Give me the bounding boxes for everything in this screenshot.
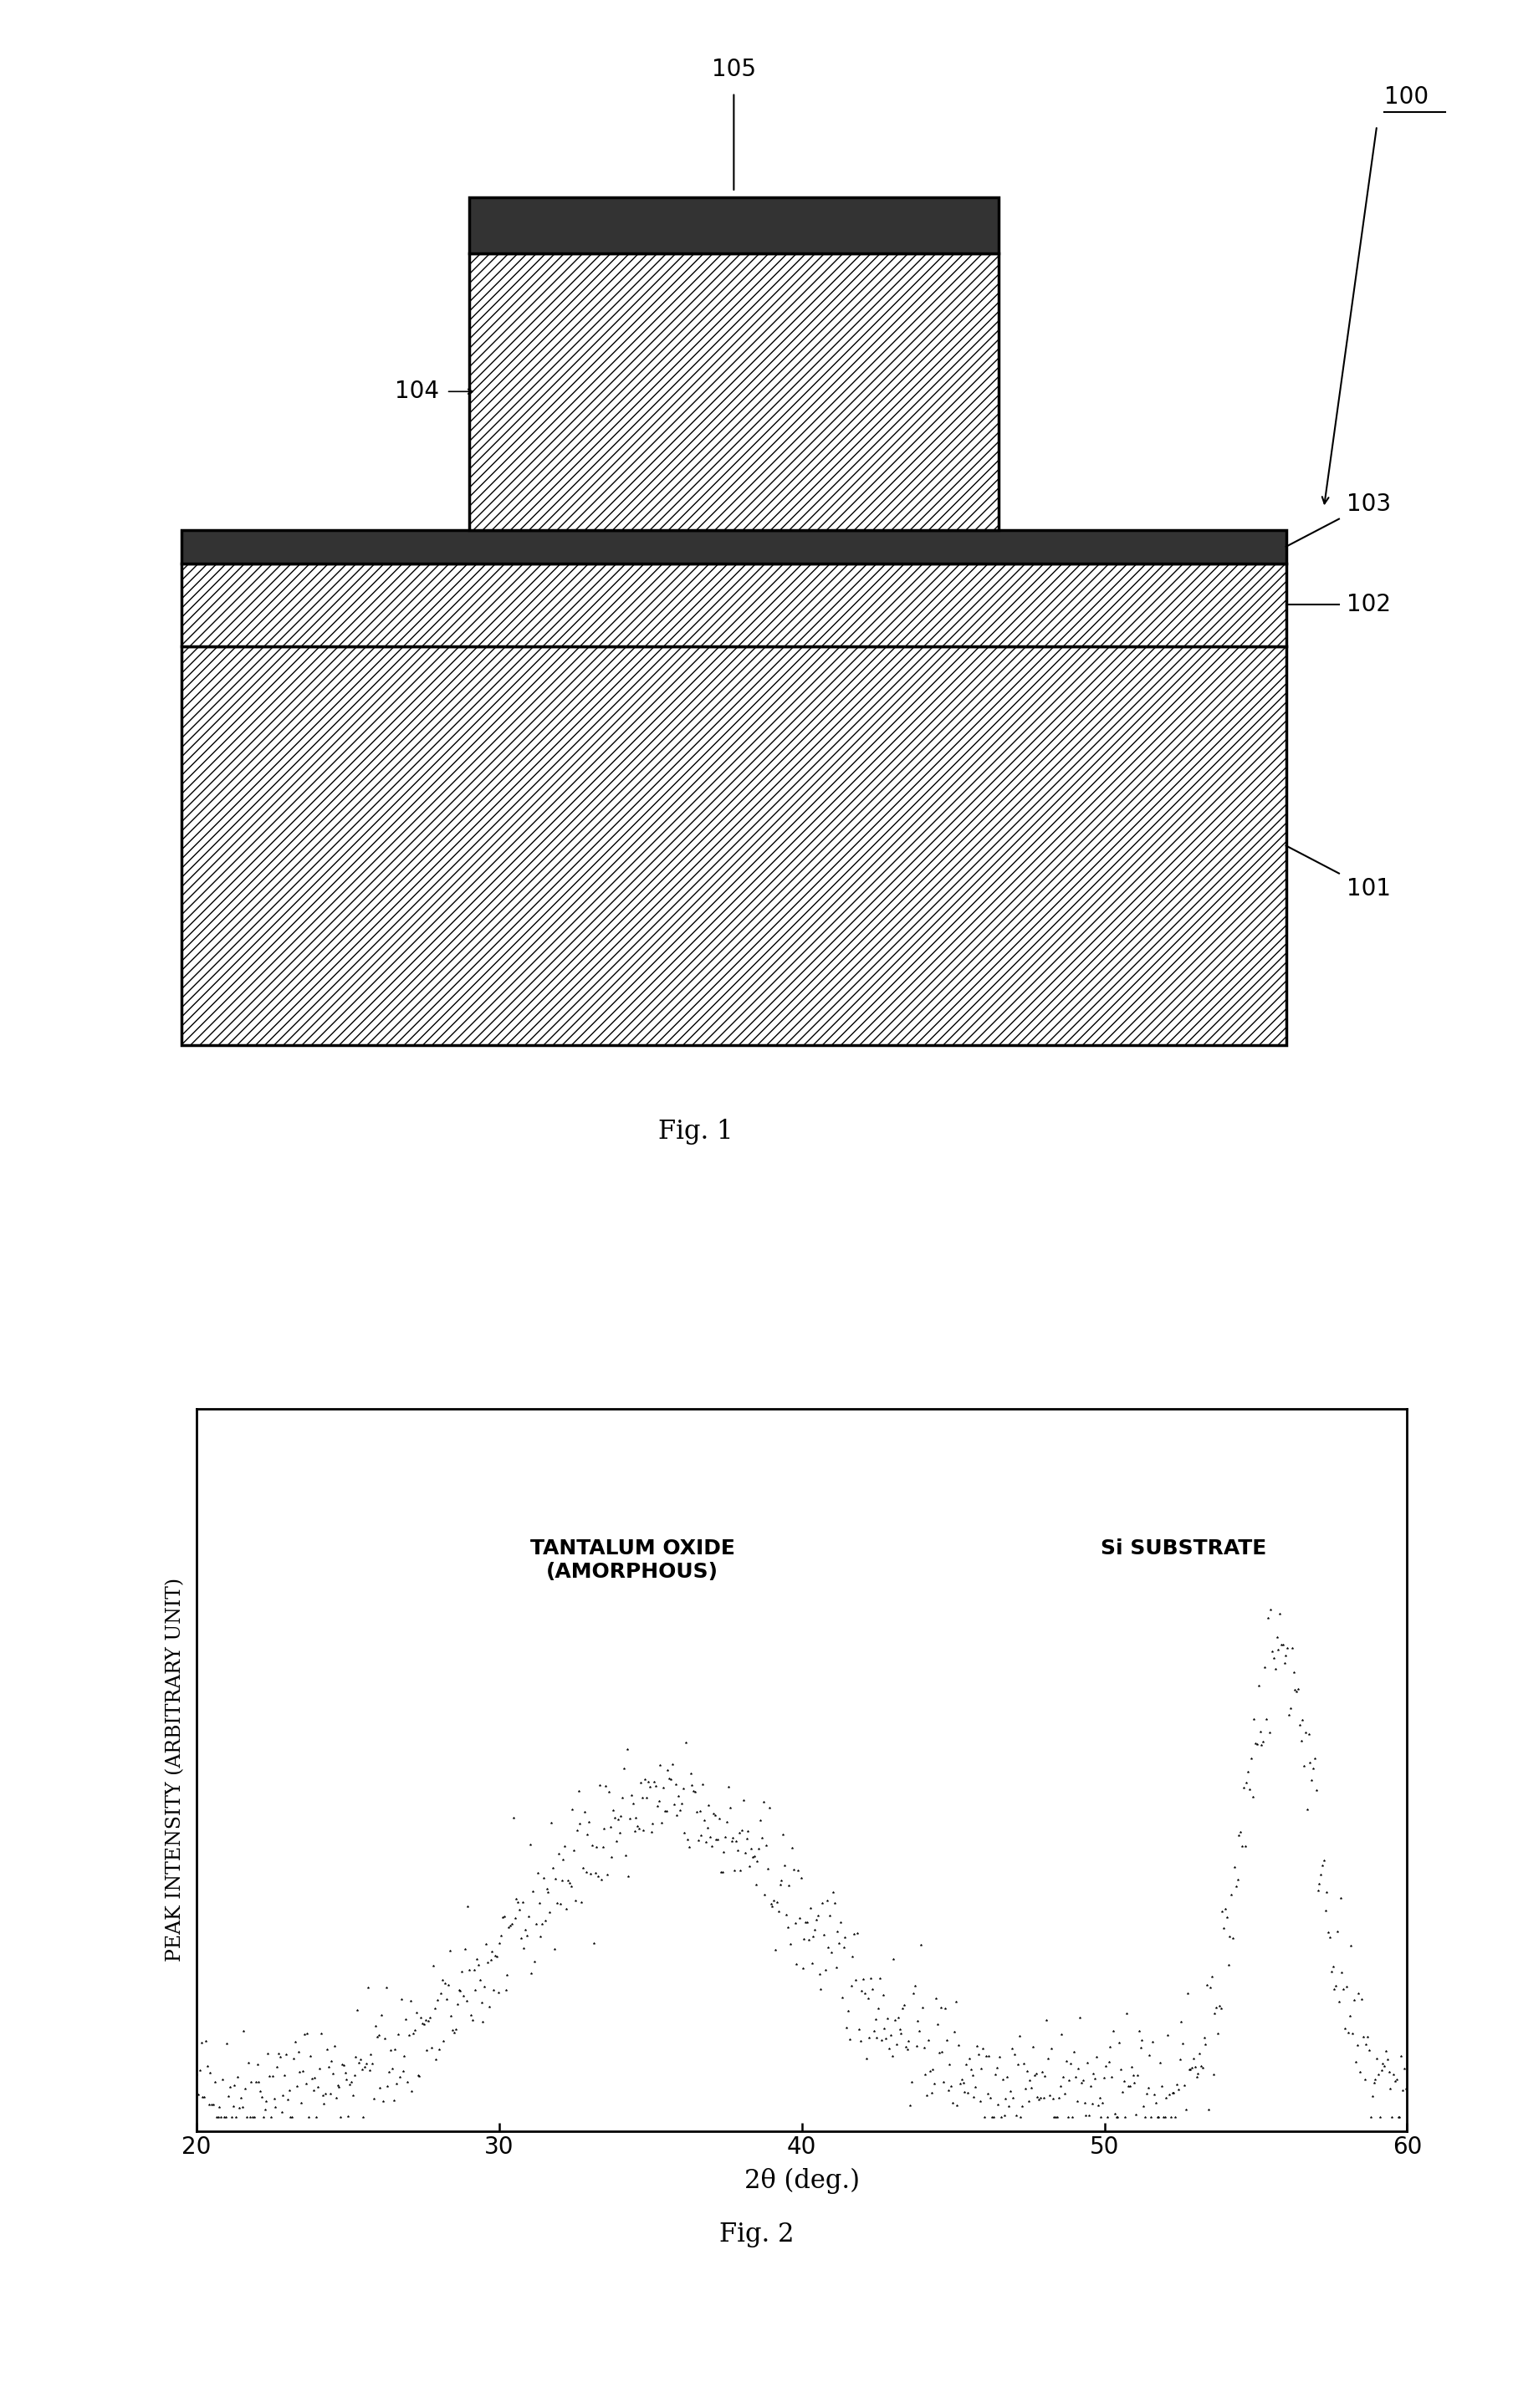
- Bar: [469, 197, 999, 253]
- Text: 101: 101: [1347, 877, 1390, 901]
- Text: TANTALUM OXIDE
(AMORPHOUS): TANTALUM OXIDE (AMORPHOUS): [530, 1539, 735, 1582]
- Text: 100: 100: [1384, 87, 1428, 108]
- Text: 103: 103: [1347, 491, 1390, 515]
- Text: 105: 105: [711, 58, 756, 82]
- Bar: [469, 253, 999, 530]
- Text: Si SUBSTRATE: Si SUBSTRATE: [1100, 1539, 1266, 1558]
- Y-axis label: PEAK INTENSITY (ARBITRARY UNIT): PEAK INTENSITY (ARBITRARY UNIT): [166, 1577, 185, 1963]
- Text: 104: 104: [395, 380, 439, 402]
- Text: Fig. 1: Fig. 1: [658, 1120, 734, 1144]
- Text: Fig. 2: Fig. 2: [719, 2223, 794, 2247]
- X-axis label: 2θ (deg.): 2θ (deg.): [744, 2167, 859, 2194]
- Bar: [182, 530, 1286, 563]
- Bar: [182, 645, 1286, 1045]
- Bar: [182, 563, 1286, 645]
- Text: 102: 102: [1347, 592, 1390, 616]
